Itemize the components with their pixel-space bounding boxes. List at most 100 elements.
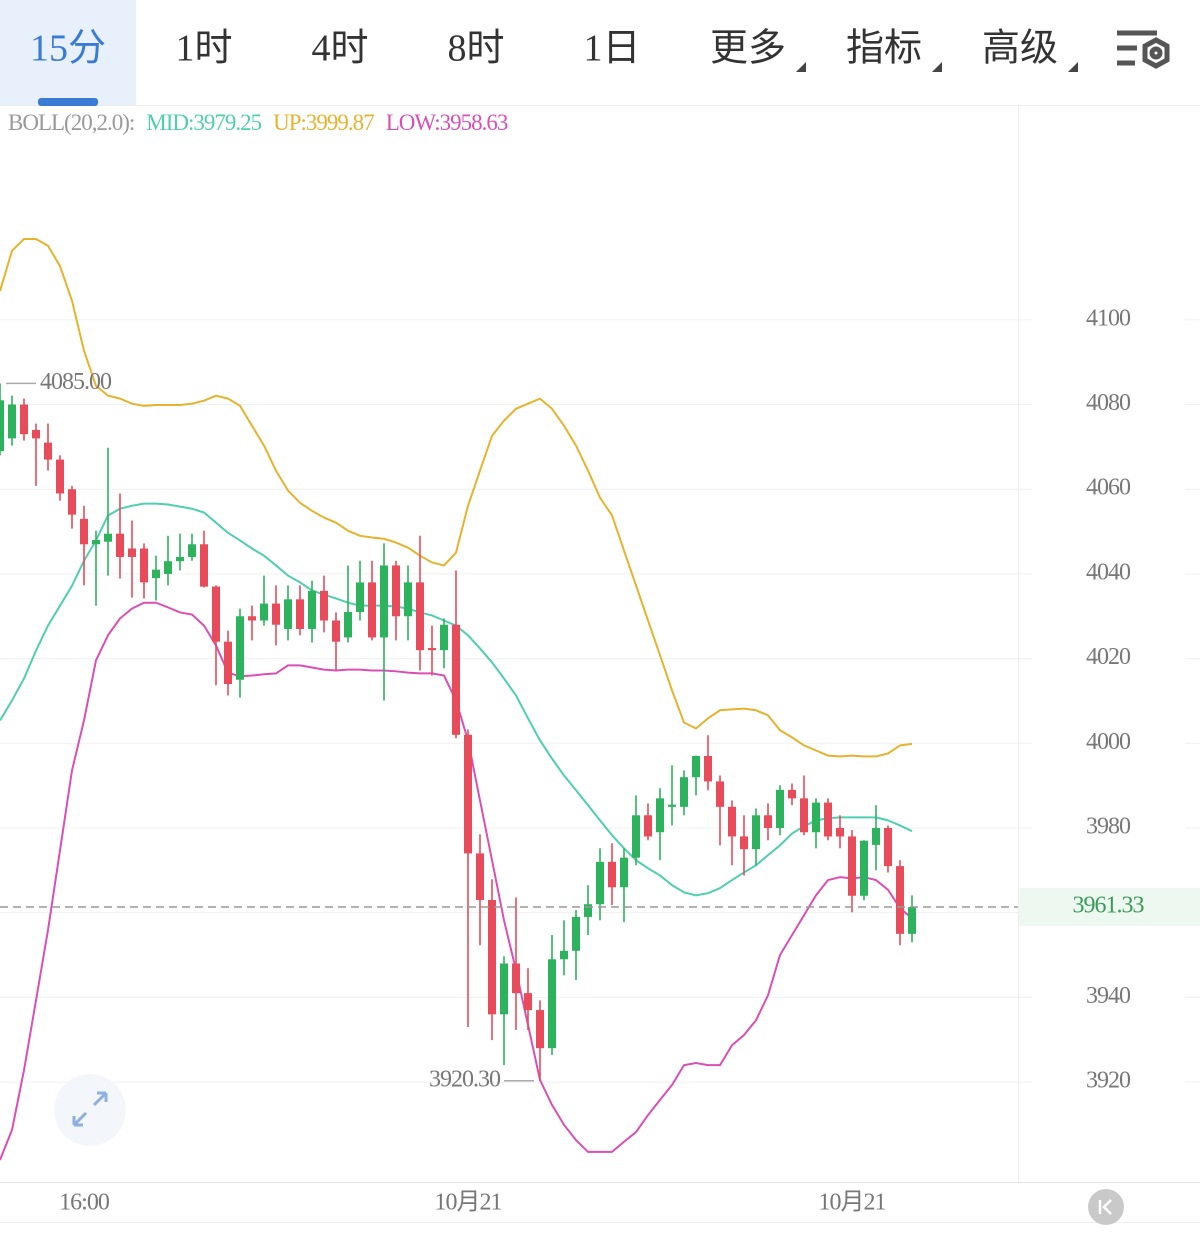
candle-body xyxy=(836,827,844,837)
y-tick-label: 4100 xyxy=(1086,305,1131,331)
timeframe-tabs: 15分 1时 4时 8时 1日 更多 指标 高级 xyxy=(0,0,1078,106)
candle-body xyxy=(608,861,616,888)
candle-body xyxy=(152,569,160,579)
candle-body xyxy=(20,404,28,435)
candle-body xyxy=(140,548,148,583)
candle-body xyxy=(716,781,724,807)
y-tick-label: 3980 xyxy=(1086,813,1131,839)
candle-body xyxy=(452,624,460,735)
annotation-label: 3920.30 xyxy=(429,1066,501,1092)
y-tick-label: 4080 xyxy=(1086,390,1131,416)
candle-body xyxy=(344,612,352,638)
candle-body xyxy=(848,836,856,896)
candle-body xyxy=(704,756,712,782)
candle-body xyxy=(728,806,736,837)
tab-label: 8时 xyxy=(447,28,504,70)
annotation-label: 4085.00 xyxy=(40,369,112,395)
candle-body xyxy=(80,518,88,545)
candle-body xyxy=(284,599,292,629)
candle-body xyxy=(788,789,796,799)
candle-body xyxy=(680,777,688,807)
candle-body xyxy=(644,815,652,837)
candle-body xyxy=(236,616,244,680)
tab[interactable]: 更多 xyxy=(710,28,806,72)
candle-body xyxy=(260,603,268,621)
tab-label: 4时 xyxy=(311,28,368,70)
candle-body xyxy=(512,963,520,994)
tab-indicator xyxy=(38,98,98,106)
tab-label: 更多 xyxy=(710,28,786,70)
candle-body xyxy=(68,489,76,515)
tab[interactable]: 8时 xyxy=(447,28,504,70)
back-icon xyxy=(1098,1199,1112,1215)
candle-body xyxy=(572,916,580,951)
tab-label: 1日 xyxy=(583,28,640,70)
candle-body xyxy=(320,590,328,621)
y-tick-label: 4060 xyxy=(1086,475,1131,501)
candle-body xyxy=(440,624,448,651)
tab[interactable]: 1时 xyxy=(175,28,232,70)
candle-body xyxy=(620,857,628,888)
candle-body xyxy=(860,840,868,896)
candle-body xyxy=(332,620,340,642)
tab-label: 1时 xyxy=(175,28,232,70)
legend-indicator: BOLL(20,2.0): xyxy=(8,110,134,135)
scroll-to-latest[interactable] xyxy=(1088,1189,1124,1225)
candle-body xyxy=(488,899,496,1015)
candle-body xyxy=(116,533,124,557)
candle-body xyxy=(632,815,640,858)
icon-hex xyxy=(1142,37,1170,69)
button-bg xyxy=(1088,1189,1124,1225)
grid: 3920394039603980400040204040406040804100 xyxy=(0,305,1200,1094)
candle-body xyxy=(548,959,556,1049)
dropdown-caret xyxy=(796,62,806,72)
icon-dot xyxy=(1149,46,1163,60)
candle-body xyxy=(416,582,424,651)
candle-body xyxy=(128,548,136,557)
candle-body xyxy=(560,950,568,960)
candle-body xyxy=(692,756,700,778)
candle-body xyxy=(356,582,364,613)
dropdown-caret xyxy=(932,62,942,72)
y-tick-label: 3940 xyxy=(1086,983,1131,1009)
candle-body xyxy=(296,599,304,629)
tab[interactable]: 15分 xyxy=(0,0,136,106)
x-tick-label: 16:00 xyxy=(59,1190,110,1216)
candle-body xyxy=(764,815,772,828)
candle-body xyxy=(476,853,484,900)
tab[interactable]: 指标 xyxy=(846,28,942,72)
tab[interactable]: 1日 xyxy=(583,28,640,70)
legend-entry: LOW:3958.63 xyxy=(386,110,508,135)
candle-body xyxy=(224,641,232,685)
candle-body xyxy=(824,802,832,837)
candle-body xyxy=(800,798,808,833)
candle-body xyxy=(200,544,208,587)
last-price-bg xyxy=(1019,888,1200,927)
candle-body xyxy=(908,907,916,934)
candle-body xyxy=(884,827,892,867)
candle-body xyxy=(32,429,40,439)
boll-line xyxy=(0,237,913,758)
legend: BOLL(20,2.0): MID:3979.25 UP:3999.87 LOW:39… xyxy=(8,110,508,135)
candle-body xyxy=(248,616,256,621)
x-tick-label: 10月21 xyxy=(819,1190,886,1216)
tab[interactable]: 4时 xyxy=(311,28,368,70)
fullscreen-button[interactable] xyxy=(54,1074,126,1146)
tab-label: 指标 xyxy=(846,28,922,70)
candle-body xyxy=(308,590,316,629)
candle-body xyxy=(92,540,100,545)
candle-body xyxy=(896,866,904,934)
settings-icon[interactable] xyxy=(1117,30,1170,69)
candle-body xyxy=(212,586,220,642)
candle-body xyxy=(272,603,280,625)
candle-body xyxy=(428,648,436,651)
tab[interactable]: 高级 xyxy=(982,28,1078,72)
candle-body xyxy=(596,861,604,905)
candle-body xyxy=(392,565,400,617)
candle-body xyxy=(164,561,172,574)
y-tick-label: 4000 xyxy=(1086,729,1131,755)
y-tick-label: 3920 xyxy=(1086,1068,1131,1094)
candle-body xyxy=(656,798,664,833)
